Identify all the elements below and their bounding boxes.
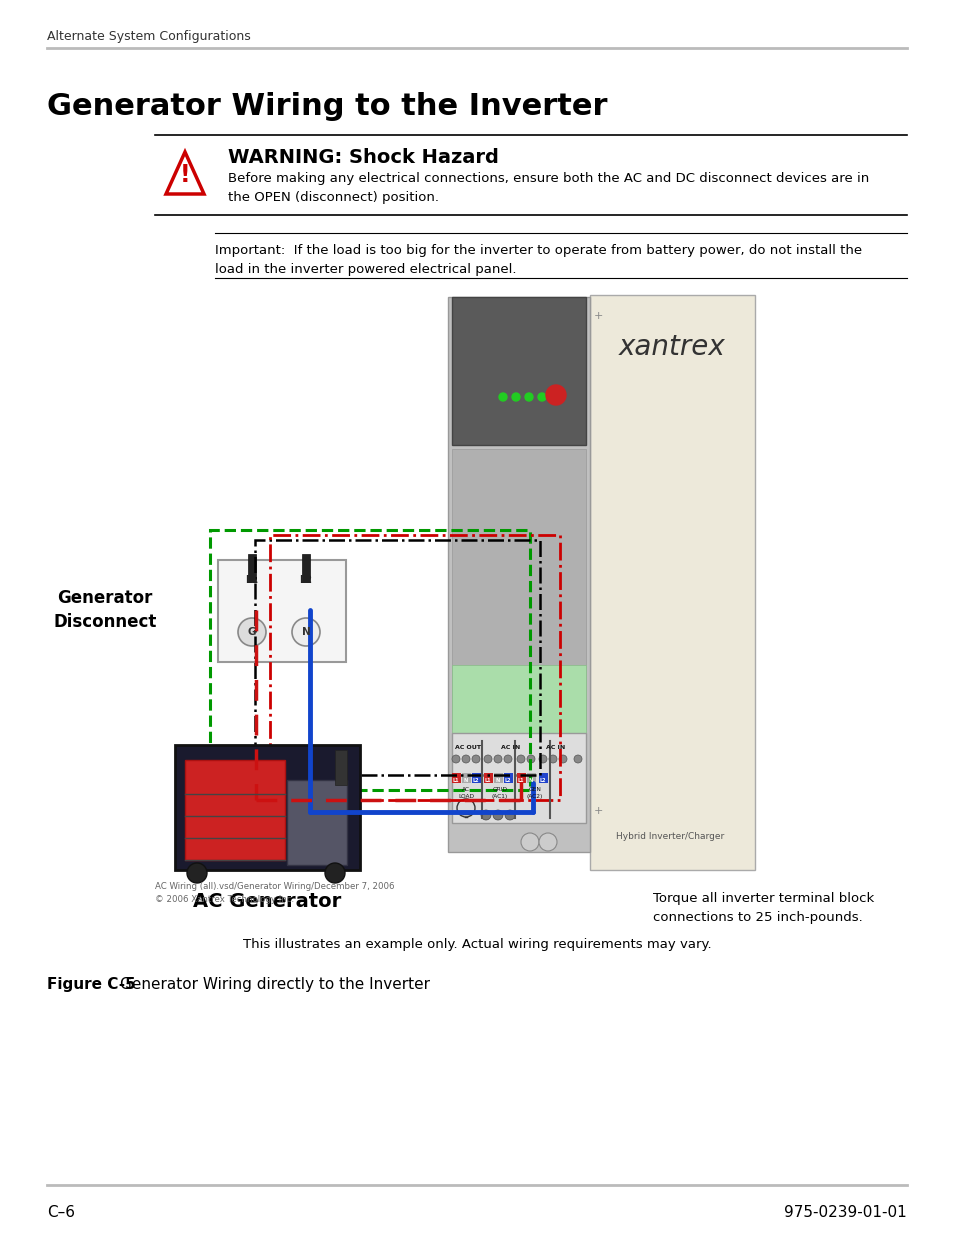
Bar xyxy=(448,296,589,852)
Circle shape xyxy=(292,618,319,646)
Text: AC
LOAD: AC LOAD xyxy=(457,788,474,799)
Circle shape xyxy=(503,755,512,763)
Text: Torque all inverter terminal block
connections to 25 inch-pounds.: Torque all inverter terminal block conne… xyxy=(652,892,873,924)
Text: L2: L2 xyxy=(504,778,511,783)
Bar xyxy=(452,734,585,823)
Text: xantrex: xantrex xyxy=(618,333,724,361)
Text: This illustrates an example only. Actual wiring requirements may vary.: This illustrates an example only. Actual… xyxy=(242,939,711,951)
Text: © 2006 Xantrex Technology Inc.: © 2006 Xantrex Technology Inc. xyxy=(154,895,294,904)
Text: L2: L2 xyxy=(299,576,313,585)
Circle shape xyxy=(237,618,266,646)
Bar xyxy=(452,664,585,764)
Circle shape xyxy=(538,832,557,851)
Bar xyxy=(254,540,539,776)
Text: Figure C-5: Figure C-5 xyxy=(47,977,135,992)
Circle shape xyxy=(187,863,207,883)
Text: AC OUT: AC OUT xyxy=(455,745,480,750)
Text: WARNING: Shock Hazard: WARNING: Shock Hazard xyxy=(228,148,498,167)
Text: L1: L1 xyxy=(453,778,458,783)
Text: Alternate System Configurations: Alternate System Configurations xyxy=(47,30,251,43)
Bar xyxy=(270,535,559,800)
Bar xyxy=(335,750,347,785)
Text: +: + xyxy=(593,311,602,321)
Text: Generator Wiring directly to the Inverter: Generator Wiring directly to the Inverte… xyxy=(120,977,430,992)
Circle shape xyxy=(545,385,565,405)
Text: !: ! xyxy=(179,163,190,186)
Bar xyxy=(517,773,525,783)
Text: AC Wiring (all).vsd/Generator Wiring/December 7, 2006: AC Wiring (all).vsd/Generator Wiring/Dec… xyxy=(154,882,395,890)
Text: N: N xyxy=(528,778,533,783)
Text: AC IN: AC IN xyxy=(546,745,565,750)
Bar xyxy=(538,773,547,783)
Circle shape xyxy=(524,393,533,401)
Circle shape xyxy=(452,755,459,763)
Text: Before making any electrical connections, ensure both the AC and DC disconnect d: Before making any electrical connections… xyxy=(228,172,868,205)
Bar xyxy=(287,781,347,864)
Circle shape xyxy=(480,810,491,820)
Bar xyxy=(218,559,346,662)
Bar xyxy=(452,773,460,783)
Text: Important:  If the load is too big for the inverter to operate from battery powe: Important: If the load is too big for th… xyxy=(214,245,862,277)
Bar xyxy=(248,555,255,582)
Circle shape xyxy=(517,755,524,763)
Text: N: N xyxy=(463,778,468,783)
Text: Generator Wiring to the Inverter: Generator Wiring to the Inverter xyxy=(47,91,607,121)
Bar xyxy=(589,295,754,869)
Bar xyxy=(526,773,536,783)
Circle shape xyxy=(461,755,470,763)
Text: 975-0239-01-01: 975-0239-01-01 xyxy=(783,1205,906,1220)
Circle shape xyxy=(520,832,538,851)
Circle shape xyxy=(325,863,345,883)
Bar xyxy=(452,296,585,445)
Text: N: N xyxy=(301,627,310,637)
Text: N: N xyxy=(496,778,499,783)
Text: GRID
(AC1): GRID (AC1) xyxy=(492,788,508,799)
Text: GEN
(AC2): GEN (AC2) xyxy=(526,788,542,799)
Circle shape xyxy=(574,755,581,763)
Circle shape xyxy=(526,755,535,763)
Text: Generator
Disconnect: Generator Disconnect xyxy=(53,589,156,631)
Circle shape xyxy=(483,755,492,763)
Bar xyxy=(174,745,359,869)
Text: L2: L2 xyxy=(473,778,478,783)
Circle shape xyxy=(493,810,502,820)
Bar xyxy=(483,773,493,783)
Circle shape xyxy=(551,393,558,401)
Circle shape xyxy=(504,810,515,820)
Circle shape xyxy=(498,393,506,401)
Bar xyxy=(210,530,530,790)
Polygon shape xyxy=(166,152,204,194)
Text: L2: L2 xyxy=(539,778,546,783)
Circle shape xyxy=(512,393,519,401)
Circle shape xyxy=(472,755,479,763)
Text: L1: L1 xyxy=(517,778,524,783)
Bar xyxy=(461,773,471,783)
Circle shape xyxy=(494,755,501,763)
Bar xyxy=(503,773,513,783)
Circle shape xyxy=(538,755,546,763)
Text: C–6: C–6 xyxy=(47,1205,75,1220)
Circle shape xyxy=(558,755,566,763)
Bar xyxy=(494,773,502,783)
Bar xyxy=(452,450,585,729)
Circle shape xyxy=(537,393,545,401)
Bar xyxy=(472,773,480,783)
Text: Hybrid Inverter/Charger: Hybrid Inverter/Charger xyxy=(616,832,723,841)
Bar xyxy=(302,555,310,582)
Text: AC Generator: AC Generator xyxy=(193,892,341,911)
Text: +: + xyxy=(593,806,602,816)
Bar xyxy=(185,760,285,860)
Text: L1: L1 xyxy=(484,778,491,783)
Text: G: G xyxy=(248,627,256,637)
Circle shape xyxy=(548,755,557,763)
Text: AC IN: AC IN xyxy=(501,745,520,750)
Text: L1: L1 xyxy=(245,576,258,585)
